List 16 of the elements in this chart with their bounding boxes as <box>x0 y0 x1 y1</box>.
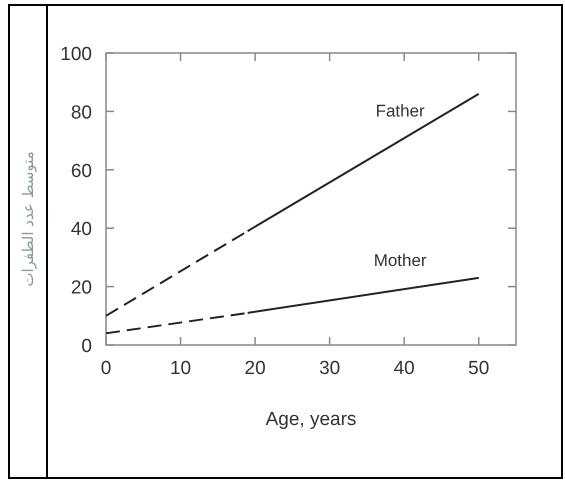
y-tick-label: 80 <box>70 102 92 124</box>
x-tick-label: 40 <box>394 358 415 379</box>
y-tick-label: 60 <box>70 160 92 182</box>
x-axis-title: Age, years <box>266 409 356 430</box>
y-axis-title: متوسط عدد الطفرات <box>19 151 37 287</box>
x-tick-label: 10 <box>170 358 192 379</box>
x-tick-label: 50 <box>468 358 490 379</box>
x-tick-label: 20 <box>244 358 266 379</box>
y-tick-label: 20 <box>70 278 92 299</box>
y-tick-label: 0 <box>81 336 92 357</box>
series-label: Father <box>376 102 426 121</box>
series-label: Mother <box>374 250 427 270</box>
x-tick-label: 0 <box>100 358 112 379</box>
y-tick-label: 100 <box>60 44 92 65</box>
y-tick-label: 40 <box>70 219 92 240</box>
x-tick-label: 30 <box>319 358 340 379</box>
